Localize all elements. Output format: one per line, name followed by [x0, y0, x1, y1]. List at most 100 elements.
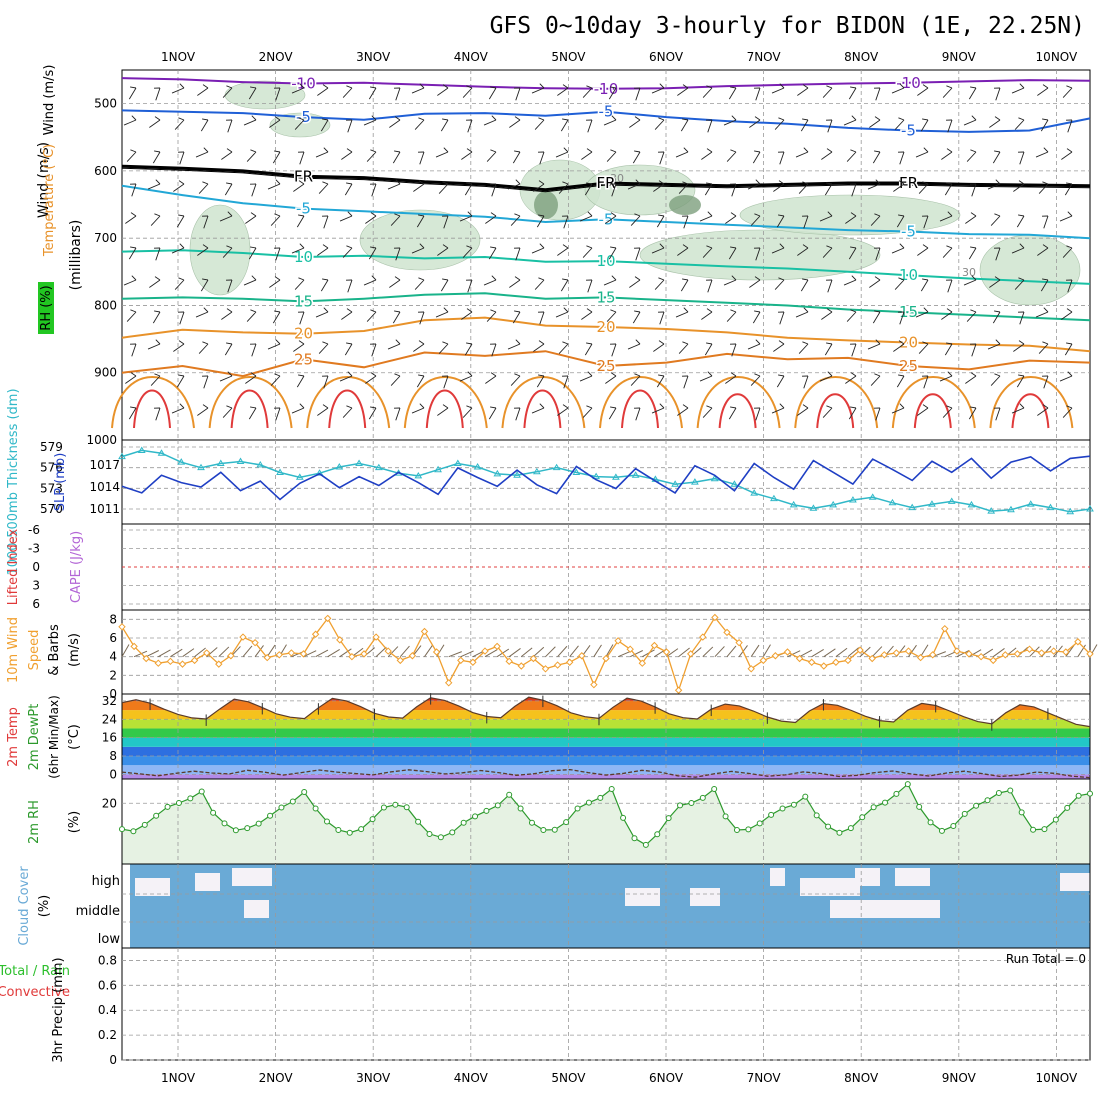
wind10m-marker	[711, 613, 719, 622]
wind-barb-flag	[442, 118, 449, 121]
rh2m-marker	[1052, 816, 1059, 823]
wind-barb	[1043, 215, 1049, 229]
wind-barb	[635, 247, 641, 261]
wind-barb-flag	[251, 115, 257, 121]
wind-barb-flag	[922, 181, 929, 185]
bottom-day-label: 2NOV	[259, 1071, 294, 1085]
temp-contour-label: 10	[596, 252, 615, 270]
wind10m-marker	[820, 662, 828, 670]
wind-barb	[368, 247, 377, 260]
wind10m-marker	[299, 650, 308, 658]
wind10m-barbs-label: & Barbs	[47, 624, 62, 676]
temp-contour-label: -10	[896, 74, 921, 92]
wind-barb-flag	[1019, 83, 1025, 89]
wind10m-barb	[557, 645, 568, 658]
wind-barb	[704, 343, 713, 356]
wind-barb	[245, 215, 257, 224]
wind-barb-flag	[202, 84, 209, 89]
wind-barb-flag	[706, 405, 713, 409]
wind-barb-flag	[754, 373, 761, 377]
wind-barb	[272, 151, 281, 164]
wind-barb-flag	[586, 308, 593, 313]
wind-barb-flag	[202, 118, 209, 121]
wind-barb-flag	[275, 339, 281, 345]
pressure-tick: 600	[94, 164, 117, 178]
wind-barb-flag	[730, 86, 737, 89]
wind-barb	[749, 279, 761, 288]
wind-barb-flag	[562, 404, 569, 409]
wind-barb	[653, 343, 665, 352]
wind-barb	[707, 119, 713, 133]
wind-barb-flag	[418, 180, 425, 185]
rh2m-marker	[677, 802, 684, 809]
wind10m-marker	[795, 654, 804, 663]
wind-barb-flag	[538, 277, 545, 281]
dewpt-axis-label: 2m DewPt	[27, 704, 42, 771]
wind-barb-flag	[490, 309, 497, 313]
rh2m-marker	[1064, 804, 1071, 811]
wind-barb-flag	[658, 374, 665, 377]
temp-band	[122, 728, 1090, 738]
wind-barb	[275, 407, 281, 421]
temp-contour-label: -5	[599, 103, 614, 121]
top-day-label: 8NOV	[844, 50, 879, 64]
temp-contour-label: 25	[899, 357, 918, 375]
wind-barb	[462, 247, 473, 258]
wind-barb-flag	[370, 406, 377, 409]
warm-contour	[403, 376, 488, 429]
wind-barb-flag	[1043, 307, 1049, 313]
wind-barb-flag	[995, 179, 1001, 185]
wind-barb-flag	[994, 310, 1001, 313]
wind-barb-flag	[538, 374, 545, 377]
temp-band	[122, 746, 1090, 757]
wind-barb-flag	[730, 149, 737, 153]
wind-barb	[1011, 247, 1025, 254]
wind-barb	[677, 407, 689, 416]
wind-barb-flag	[1066, 342, 1073, 345]
wind-barb	[392, 151, 401, 164]
wind-barb-flag	[370, 86, 377, 89]
wind-barb-flag	[371, 275, 377, 281]
wind-barb-flag	[611, 275, 617, 281]
wind-barb	[222, 407, 233, 418]
pressure-tick: 500	[94, 97, 117, 111]
wind-barb	[131, 183, 137, 197]
wind-barb	[179, 311, 185, 325]
rh2m-marker	[380, 804, 387, 811]
wind-barb-flag	[179, 243, 185, 249]
wind-barb	[227, 119, 233, 133]
temp-tick: 24	[102, 712, 117, 726]
wind-barb-flag	[706, 85, 713, 89]
wind-barb	[411, 247, 425, 254]
wind-barb-flag	[322, 181, 329, 185]
wind-barb-flag	[946, 245, 953, 249]
wind-barb	[248, 407, 257, 420]
thickness-marker	[829, 500, 838, 508]
wind10m-marker	[650, 641, 659, 650]
wind-barb	[1064, 183, 1073, 196]
wind-barb	[990, 375, 1001, 386]
thickness-marker	[730, 480, 739, 487]
wind10m-barb	[266, 644, 276, 657]
wind-barb	[872, 311, 881, 324]
wind-barb	[750, 375, 761, 386]
wind-barb-flag	[274, 373, 281, 377]
rh2m-marker	[164, 803, 171, 810]
temp-contour-label: -5	[901, 222, 916, 240]
wind-barb	[773, 183, 785, 192]
wind-barb	[483, 279, 497, 286]
wind-barb	[1014, 119, 1025, 130]
wind-barb-flag	[1018, 277, 1025, 281]
rh2m-marker	[813, 812, 820, 819]
wind-barb	[605, 375, 617, 384]
wind-barb-flag	[898, 277, 905, 281]
wind-barb	[651, 407, 665, 414]
wind-barb	[539, 311, 545, 325]
wind-barb	[339, 215, 353, 222]
wind-barb	[558, 343, 569, 354]
wind-barb	[389, 279, 401, 288]
wind-barb	[224, 183, 233, 196]
rh-shading	[189, 204, 251, 296]
wind-barb	[893, 343, 905, 352]
wind-barb	[915, 151, 929, 158]
